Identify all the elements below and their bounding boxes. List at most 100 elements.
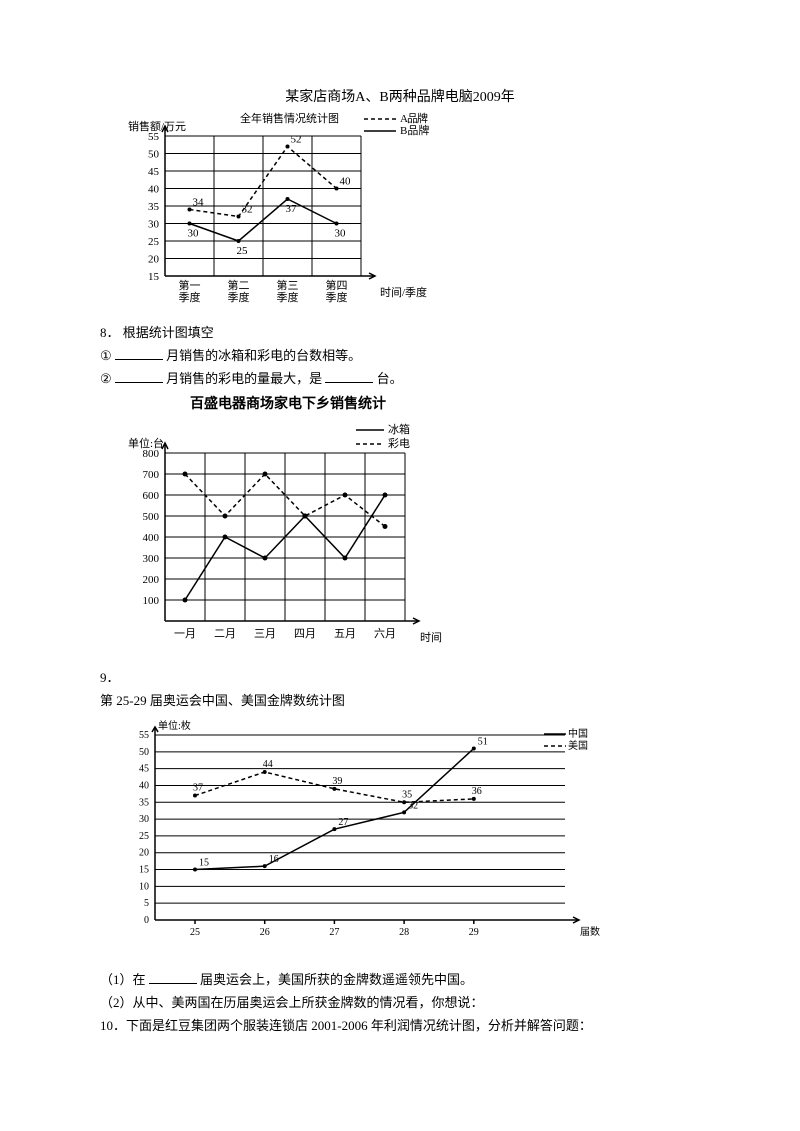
q8-lead: 根据统计图填空 [123,325,214,340]
svg-text:六月: 六月 [374,627,396,640]
chart1-title2: 全年销售情况统计图 [240,111,339,125]
svg-text:200: 200 [143,574,160,586]
chart2-svg: 单位:台 冰箱 彩电 100200300400500600700800一月二月三… [100,423,480,653]
svg-text:50: 50 [139,747,149,758]
q9-title: 第 25-29 届奥运会中国、美国金牌数统计图 [100,690,700,709]
q8-blank1[interactable] [115,346,163,360]
chart1-xlabel: 时间/季度 [380,285,427,299]
chart3-unit: 单位:枚 [158,719,191,732]
chart1-svg: 销售额/万元 全年销售情况统计图 A品牌 B品牌 152025303540455… [100,108,460,308]
svg-text:55: 55 [139,730,149,741]
chart3-leg-us: 美国 [568,739,588,752]
svg-text:15: 15 [199,858,209,869]
chart3-leg-cn: 中国 [568,727,588,740]
svg-text:25: 25 [237,245,249,257]
q10: 10．下面是红豆集团两个服装连锁店 2001-2006 年利润情况统计图，分析并… [100,1015,700,1034]
q10-text: 下面是红豆集团两个服装连锁店 2001-2006 年利润情况统计图，分析并解答问… [126,1018,592,1033]
svg-text:37: 37 [193,783,203,794]
q8-blank2[interactable] [115,369,163,383]
svg-text:52: 52 [291,134,302,146]
svg-text:30: 30 [335,228,347,240]
svg-text:25: 25 [190,927,200,938]
chart1-wrap: 某家店商场A、B两种品牌电脑2009年 销售额/万元 全年销售情况统计图 A品牌… [100,86,700,308]
svg-text:500: 500 [143,511,160,523]
q8-l1a: ① [100,348,112,363]
svg-text:10: 10 [139,881,149,892]
svg-text:51: 51 [478,736,488,747]
svg-text:34: 34 [193,197,205,209]
q8-l1b: 月销售的冰箱和彩电的台数相等。 [166,348,361,363]
svg-text:五月: 五月 [334,628,356,640]
svg-text:27: 27 [329,927,339,938]
svg-text:季度: 季度 [179,290,201,304]
q10-num: 10． [100,1018,126,1033]
q8-l2a: ② [100,371,112,386]
svg-text:35: 35 [148,201,160,213]
svg-text:20: 20 [139,848,149,859]
q9-line2: （2）从中、美两国在历届奥运会上所获金牌数的情况看，你想说： [100,992,700,1011]
svg-text:800: 800 [143,448,160,460]
svg-text:40: 40 [148,184,160,196]
q8-blank3[interactable] [325,369,373,383]
q9-blank1[interactable] [149,970,197,984]
svg-text:36: 36 [472,786,482,797]
svg-text:100: 100 [143,595,160,607]
svg-text:季度: 季度 [326,290,348,304]
chart1-legend-a: A品牌 [400,111,428,125]
svg-text:44: 44 [263,759,273,770]
svg-text:700: 700 [143,469,160,481]
chart1-legend-b: B品牌 [400,123,429,137]
chart3-xlabel: 届数 [580,925,600,938]
svg-text:39: 39 [332,776,342,787]
svg-text:20: 20 [148,254,160,266]
chart3-wrap: 单位:枚 中国 美国 05101520253035404550552526272… [100,715,700,955]
svg-text:第四: 第四 [326,278,348,292]
chart3-svg: 单位:枚 中国 美国 05101520253035404550552526272… [100,715,620,955]
svg-text:35: 35 [402,789,412,800]
svg-text:二月: 二月 [214,628,236,640]
svg-text:29: 29 [469,927,479,938]
q9-num: 9． [100,667,700,686]
q9-line1: （1）在 届奥运会上，美国所获的金牌数遥遥领先中国。 [100,969,700,988]
q8-l2b: 月销售的彩电的量最大，是 [166,371,322,386]
chart2-leg-b: 彩电 [388,437,410,450]
chart1-title-line1: 某家店商场A、B两种品牌电脑2009年 [100,86,700,106]
svg-text:45: 45 [148,166,160,178]
svg-text:26: 26 [260,927,270,938]
q8-line0: 8． 根据统计图填空 [100,322,700,341]
svg-text:32: 32 [242,204,253,216]
chart2-xlabel: 时间 [420,631,442,644]
svg-text:25: 25 [148,236,160,248]
svg-text:30: 30 [139,814,149,825]
q9-l1b: 届奥运会上，美国所获的金牌数遥遥领先中国。 [200,972,473,987]
svg-text:40: 40 [340,176,352,188]
svg-text:600: 600 [143,490,160,502]
svg-text:15: 15 [139,865,149,876]
svg-text:季度: 季度 [228,290,250,304]
svg-text:四月: 四月 [294,628,316,640]
svg-text:55: 55 [148,131,160,143]
q9-l1a: （1）在 [100,972,146,987]
svg-text:30: 30 [188,228,200,240]
chart2-wrap: 百盛电器商场家电下乡销售统计 单位:台 冰箱 彩电 10020030040050… [100,393,700,653]
svg-text:45: 45 [139,764,149,775]
svg-text:15: 15 [148,271,160,283]
svg-text:27: 27 [338,817,348,828]
svg-text:5: 5 [144,898,149,909]
svg-text:第一: 第一 [179,278,201,292]
svg-text:37: 37 [286,203,298,215]
svg-text:30: 30 [148,219,160,231]
svg-text:40: 40 [139,780,149,791]
svg-text:32: 32 [408,800,418,811]
svg-text:400: 400 [143,532,160,544]
q8-line1: ① 月销售的冰箱和彩电的台数相等。 [100,345,700,364]
svg-text:16: 16 [269,854,279,865]
svg-text:28: 28 [399,927,409,938]
svg-text:三月: 三月 [254,628,276,640]
svg-text:季度: 季度 [277,290,299,304]
q8-num: 8． [100,325,120,340]
chart2-title: 百盛电器商场家电下乡销售统计 [130,393,700,413]
q8-l2c: 台。 [377,371,403,386]
svg-text:第三: 第三 [277,278,299,292]
svg-text:50: 50 [148,149,160,161]
